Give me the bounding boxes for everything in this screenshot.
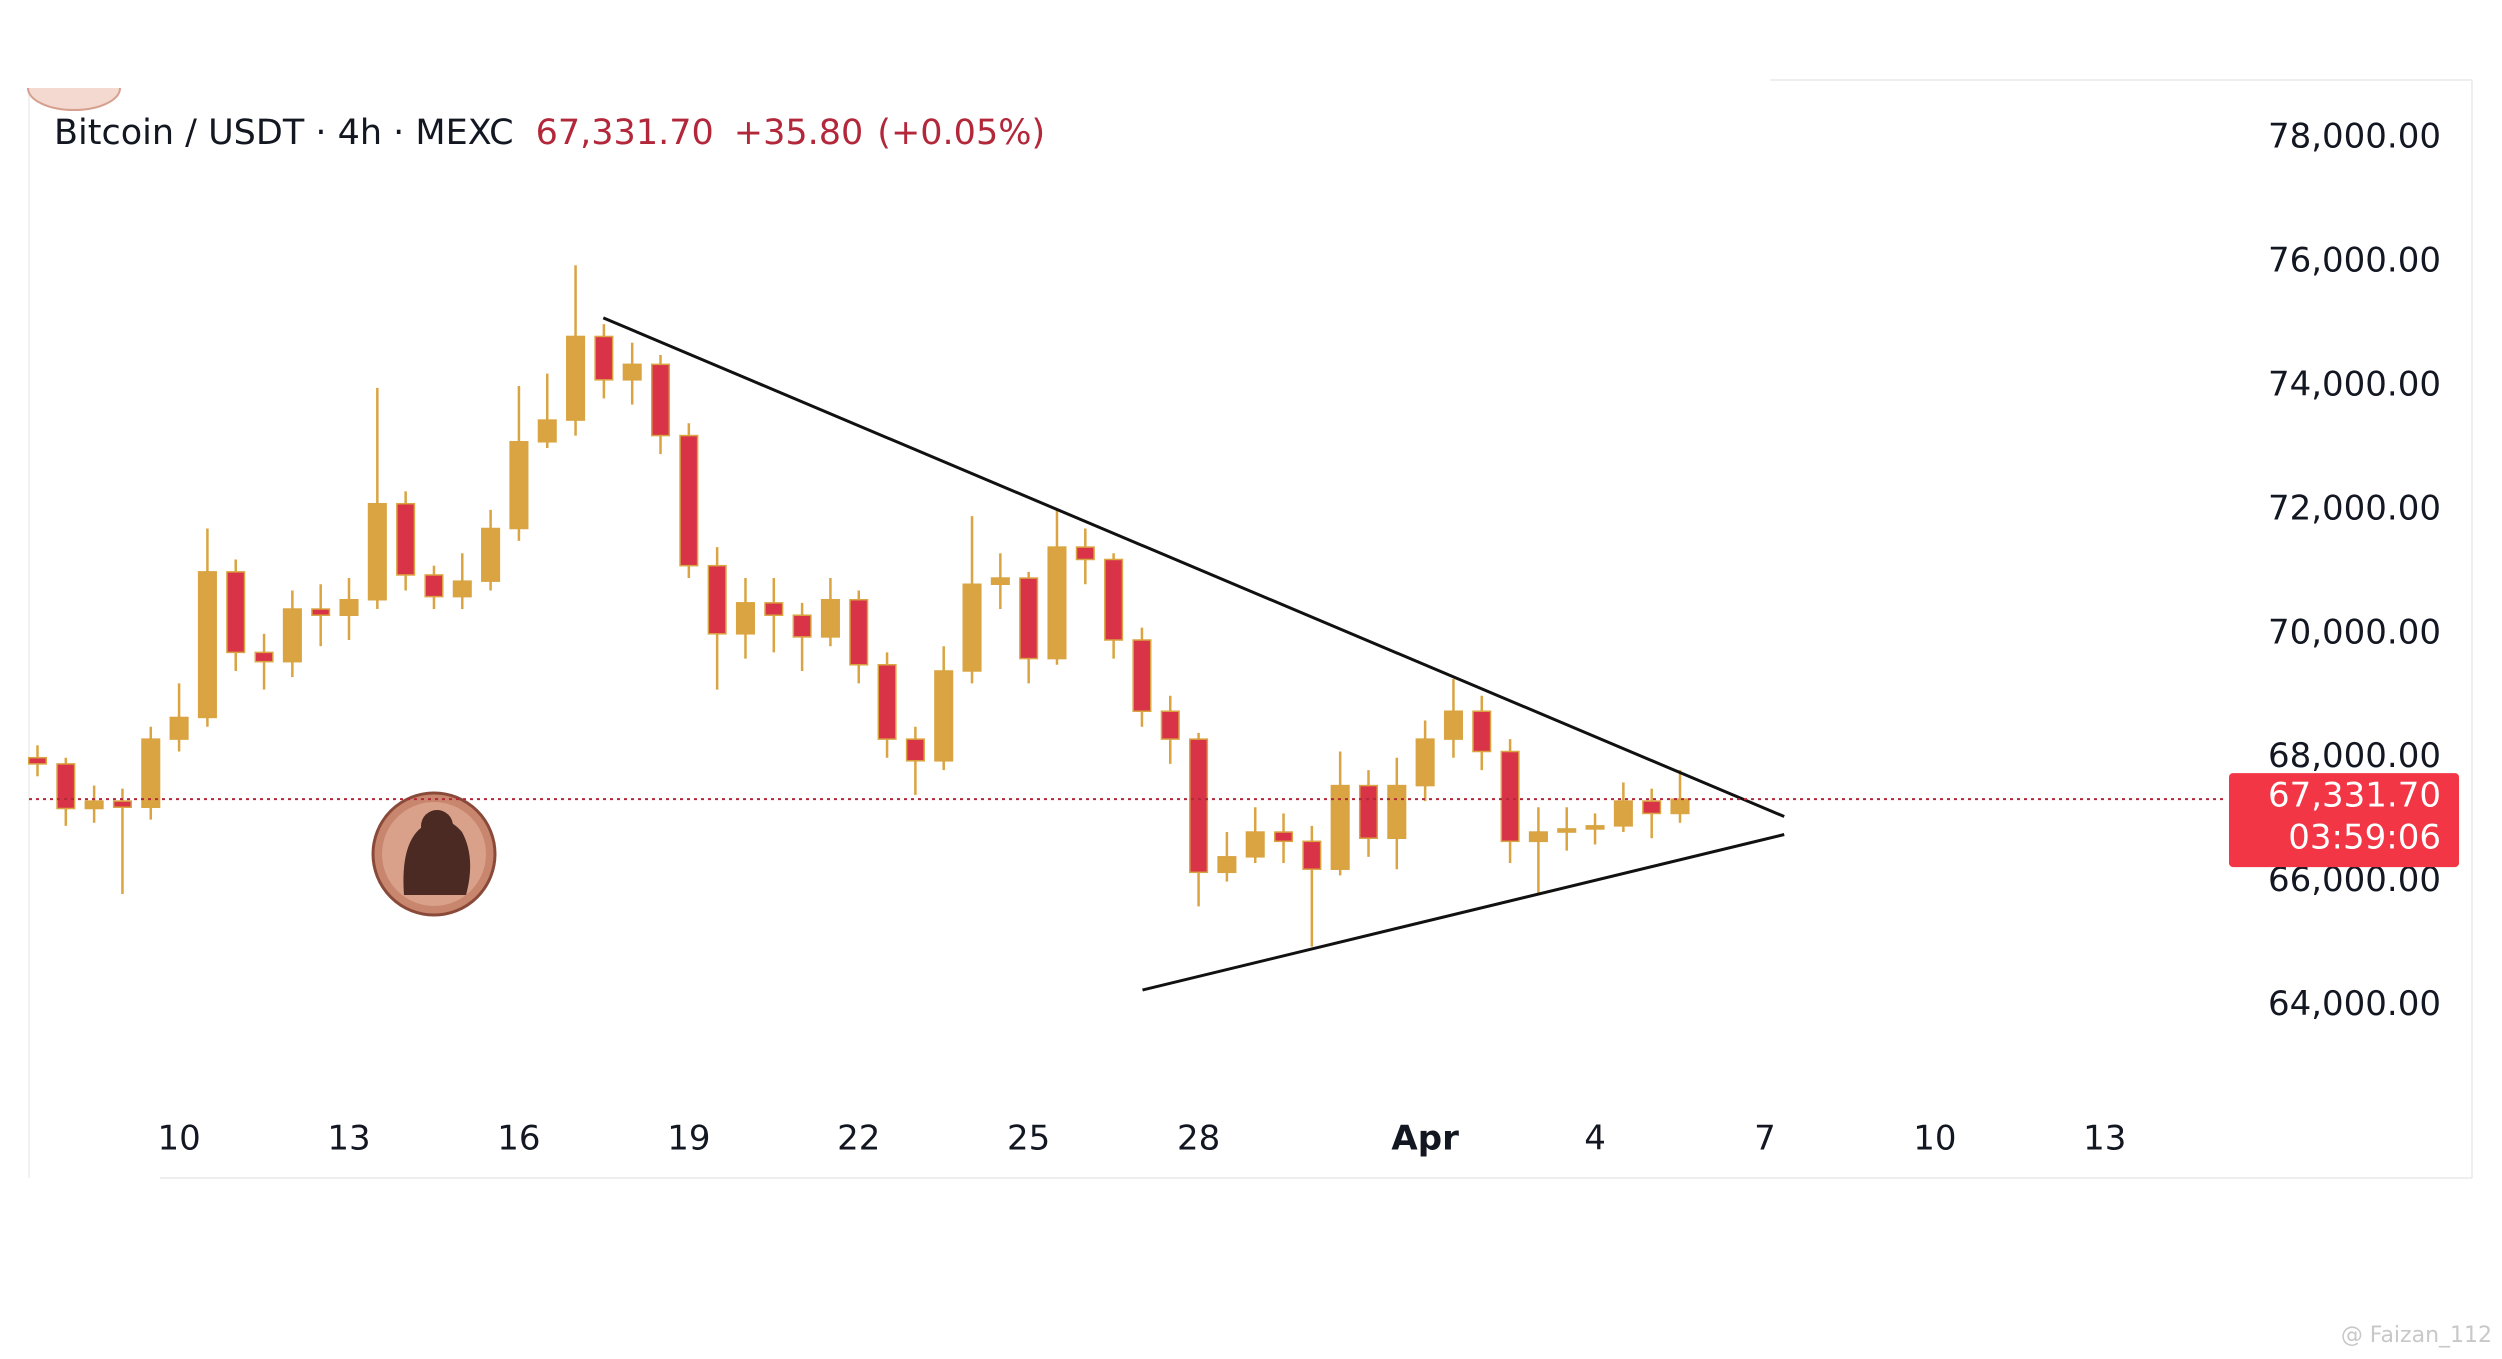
candles xyxy=(27,265,1690,947)
candle-body xyxy=(424,574,444,598)
x-tick-label: 4 xyxy=(1584,1119,1606,1159)
candle-body xyxy=(226,571,246,654)
watermark: @ Faizan_112 xyxy=(2341,1323,2492,1348)
candle-body xyxy=(820,598,840,638)
y-tick-label: 64,000.00 xyxy=(2268,984,2441,1024)
countdown: 03:59:06 xyxy=(2288,818,2441,858)
y-tick-label: 72,000.00 xyxy=(2268,488,2441,528)
candle-body xyxy=(905,738,925,762)
x-tick-label: 19 xyxy=(667,1119,710,1159)
candle-body xyxy=(452,580,472,598)
y-tick-label: 78,000.00 xyxy=(2268,117,2441,157)
candle-body xyxy=(56,763,76,810)
header-change: +35.80 xyxy=(734,113,864,153)
candle-body xyxy=(1613,800,1633,827)
icon-mask xyxy=(0,60,140,88)
candle-body xyxy=(84,800,104,810)
candle-body xyxy=(509,441,529,530)
candle-body xyxy=(1019,577,1039,660)
x-tick-label: 10 xyxy=(157,1119,200,1159)
candle-body xyxy=(764,602,784,616)
candle-body xyxy=(1557,828,1577,833)
candle-body xyxy=(1047,546,1067,660)
x-tick-label: 22 xyxy=(837,1119,880,1159)
y-tick-label: 76,000.00 xyxy=(2268,241,2441,281)
candle-body xyxy=(1302,840,1322,870)
y-tick-label: 74,000.00 xyxy=(2268,365,2441,405)
candle-body xyxy=(877,664,897,740)
candle-body xyxy=(27,756,48,765)
candle-body xyxy=(735,602,756,635)
y-tick-label: 68,000.00 xyxy=(2268,736,2441,776)
candle-body xyxy=(1500,750,1520,843)
symbol: Bitcoin / USDT · 4h · MEXC xyxy=(54,113,514,153)
candle-body xyxy=(650,363,671,437)
candle-body xyxy=(962,583,982,672)
header-price: 67,331.70 xyxy=(536,113,714,153)
last-price-label: 67,331.70 xyxy=(2268,776,2441,816)
candle-body xyxy=(1358,784,1379,839)
candle-body xyxy=(1245,831,1265,858)
candle-body xyxy=(197,571,217,719)
candle-body xyxy=(792,614,812,638)
logo-head xyxy=(421,810,453,842)
candle-body xyxy=(566,335,586,421)
chart-title: Bitcoin / USDT · 4h · MEXC 67,331.70 +35.8… xyxy=(54,113,1045,153)
candle-body xyxy=(396,502,416,576)
trend-line xyxy=(602,316,1785,818)
last-price-box xyxy=(2229,773,2459,868)
candle-body xyxy=(934,670,954,762)
candle-body xyxy=(1585,825,1605,830)
candle-body xyxy=(1387,784,1407,839)
candle-body xyxy=(141,738,161,809)
trend-line xyxy=(1142,833,1785,992)
candle-body xyxy=(311,608,331,616)
candle-body xyxy=(481,527,501,582)
candle-body xyxy=(1160,710,1180,740)
candle-body xyxy=(1189,738,1209,874)
x-tick-label: 10 xyxy=(1913,1119,1956,1159)
x-tick-label: 16 xyxy=(497,1119,540,1159)
candle-body xyxy=(1274,831,1294,843)
logo-figure xyxy=(403,819,471,895)
candle-body xyxy=(112,800,132,809)
candle-body xyxy=(339,598,359,616)
header-change-pct: (+0.05%) xyxy=(877,113,1045,153)
candle-body xyxy=(1217,856,1237,874)
x-tick-label: 13 xyxy=(327,1119,370,1159)
x-tick-label: 13 xyxy=(2083,1119,2126,1159)
candle-body xyxy=(1132,639,1152,712)
candle-body xyxy=(707,564,727,635)
candle-body xyxy=(254,651,274,663)
candle-body xyxy=(849,598,869,666)
x-tick-label: Apr xyxy=(1391,1119,1459,1159)
x-tick-label: 7 xyxy=(1754,1119,1776,1159)
x-tick-label: 25 xyxy=(1007,1119,1050,1159)
logo xyxy=(371,791,497,917)
candle-body xyxy=(1670,798,1690,815)
candle-body xyxy=(1642,800,1662,815)
candle-body xyxy=(1443,710,1463,740)
y-tick-label: 70,000.00 xyxy=(2268,612,2441,652)
candle-body xyxy=(622,363,642,381)
candle-body xyxy=(1075,546,1095,561)
candle-body xyxy=(282,608,302,663)
candle-body xyxy=(990,577,1010,586)
candle-body xyxy=(679,434,699,567)
candle-body xyxy=(594,335,614,381)
candle-body xyxy=(1528,831,1548,843)
candle-body xyxy=(1415,738,1435,787)
candle-body xyxy=(169,716,189,740)
candle-body xyxy=(1472,710,1492,753)
candle-body xyxy=(1330,784,1350,870)
x-tick-label: 28 xyxy=(1177,1119,1220,1159)
candle-body xyxy=(367,502,387,601)
candle-body xyxy=(1104,558,1124,641)
candle-body xyxy=(537,419,557,443)
